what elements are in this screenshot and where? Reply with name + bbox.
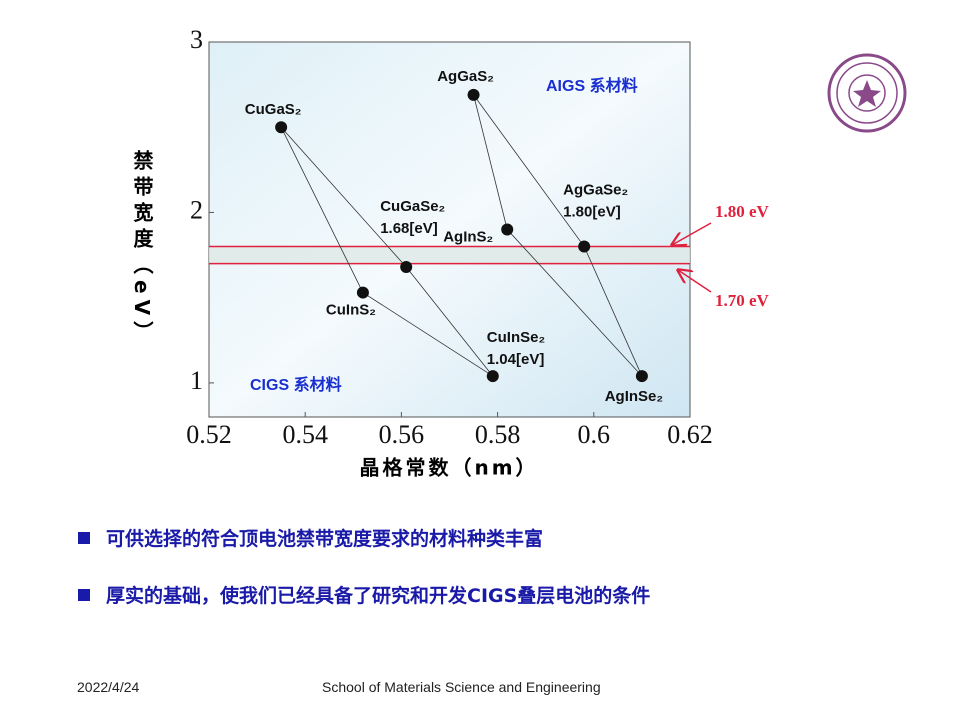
annotation-arrow <box>678 270 712 293</box>
point-label: CuGaS₂ <box>245 101 302 118</box>
logo <box>827 53 907 133</box>
bullet-text: 可供选择的符合顶电池禁带宽度要求的材料种类丰富 <box>106 528 544 550</box>
point-label: CuInSe₂ <box>487 329 545 346</box>
point-label: CuGaSe₂ <box>380 198 445 215</box>
point <box>578 240 591 253</box>
point-label: AgGaSe₂ <box>563 182 628 199</box>
bullet: 厚实的基础，使我们已经具备了研究和开发CIGS叠层电池的条件 <box>78 581 650 608</box>
annotation: 1.70 eV <box>715 291 770 310</box>
x-tick-label: 0.52 <box>186 420 232 449</box>
plot-area <box>208 41 691 418</box>
footer-date: 2022/4/24 <box>77 679 140 695</box>
y-tick-label: 2 <box>190 195 203 224</box>
value-label: 1.04[eV] <box>487 351 545 368</box>
x-tick-label: 0.54 <box>282 420 328 449</box>
y-tick-label: 1 <box>190 366 203 395</box>
annotation: 1.80 eV <box>715 202 770 221</box>
value-label: 1.80[eV] <box>563 204 621 221</box>
annotation-arrow <box>672 222 712 245</box>
y-tick-label: 3 <box>190 25 203 54</box>
footer-school: School of Materials Science and Engineer… <box>322 679 601 695</box>
region-label: CIGS 系材料 <box>250 375 342 394</box>
point-label: CuInS₂ <box>326 302 376 319</box>
y-axis-title: 禁带宽度（eV） <box>130 150 154 347</box>
bullet: 可供选择的符合顶电池禁带宽度要求的材料种类丰富 <box>78 524 543 551</box>
x-tick-label: 0.58 <box>475 420 521 449</box>
chart: 禁带宽度（eV） 晶格常数（nm） AIGS 系材料 CIGS 系材料 0.52… <box>130 25 907 480</box>
point <box>486 370 499 383</box>
point-label: AgInS₂ <box>443 228 493 245</box>
point <box>356 286 369 299</box>
point <box>635 370 648 383</box>
x-tick-label: 0.62 <box>667 420 713 449</box>
point <box>275 121 288 134</box>
bullet-text: 厚实的基础，使我们已经具备了研究和开发CIGS叠层电池的条件 <box>106 585 651 607</box>
point-label: AgInSe₂ <box>605 388 663 405</box>
point <box>501 223 514 236</box>
x-tick-label: 0.56 <box>379 420 425 449</box>
point <box>400 261 413 273</box>
x-axis-title: 晶格常数（nm） <box>359 456 538 480</box>
point-label: AgGaS₂ <box>437 68 494 85</box>
point <box>467 88 480 101</box>
band <box>209 246 690 264</box>
region-label: AIGS 系材料 <box>546 76 638 95</box>
x-tick-label: 0.6 <box>578 420 611 449</box>
value-label: 1.68[eV] <box>380 220 438 237</box>
